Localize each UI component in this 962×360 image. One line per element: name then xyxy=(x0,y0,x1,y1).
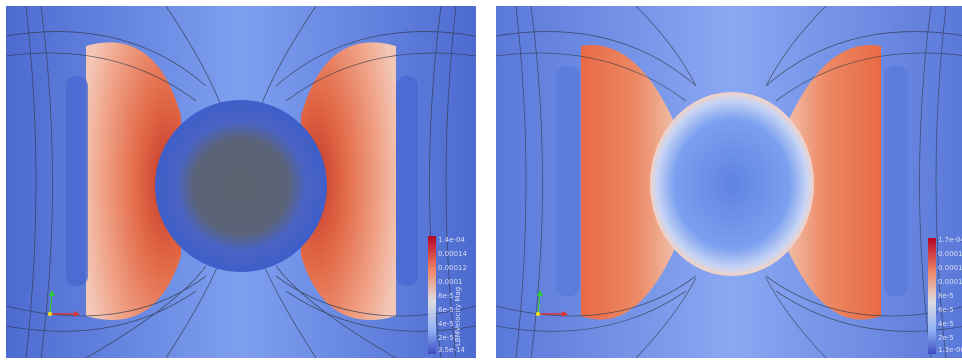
colorbar-tick: 0.0001 xyxy=(438,278,463,286)
colorbar-tick: 2e-5 xyxy=(438,334,454,342)
colorbar-tick: 1.4e-04 xyxy=(438,236,465,244)
right-axes-orientation-widget xyxy=(535,290,568,317)
colorbar-tick: 0.00012 xyxy=(438,264,467,272)
right-colorbar xyxy=(928,238,936,354)
colorbar-tick: 0.00014 xyxy=(938,264,962,272)
left-colorbar-labels: 1.4e-04 0.00014 0.00012 0.0001 8e-5 6e-5… xyxy=(438,236,472,354)
right-colorbar-labels: 1.7e-04 0.00016 0.00014 0.0001 8e-5 6e-5… xyxy=(938,236,962,354)
right-warm-lobe xyxy=(301,42,396,320)
colorbar-tick: 3.5e-14 xyxy=(438,346,465,354)
colorbar-tick: 8e-5 xyxy=(938,292,954,300)
colorbar-tick: 4e-5 xyxy=(438,320,454,328)
left-colorbar-title: LBMVelocity Mag xyxy=(454,286,462,346)
colorbar-tick: 6e-5 xyxy=(938,306,954,314)
left-axes-orientation-widget xyxy=(47,290,80,317)
left-colorbar xyxy=(428,236,436,354)
colorbar-tick: 0.0001 xyxy=(938,278,962,286)
colorbar-tick: 1.3e-06 xyxy=(938,346,962,354)
right-streamlines xyxy=(496,6,962,358)
colorbar-tick: 0.00014 xyxy=(438,250,467,258)
colorbar-tick: 4e-5 xyxy=(938,320,954,328)
left-visualization-panel: 1.4e-04 0.00014 0.00012 0.0001 8e-5 6e-5… xyxy=(6,6,476,358)
left-warm-lobe xyxy=(86,42,181,320)
left-central-sphere xyxy=(155,100,327,272)
right-visualization-panel: 1.7e-04 0.00016 0.00014 0.0001 8e-5 6e-5… xyxy=(496,6,962,358)
colorbar-tick: 1.7e-04 xyxy=(938,236,962,244)
left-warm-lobe xyxy=(581,45,676,320)
colorbar-tick: 2e-5 xyxy=(938,334,954,342)
right-central-region xyxy=(650,92,814,276)
right-warm-lobe xyxy=(786,45,881,320)
colorbar-tick: 0.00016 xyxy=(938,250,962,258)
colorbar-tick: 8e-5 xyxy=(438,292,454,300)
left-flow-field xyxy=(6,6,476,358)
colorbar-tick: 6e-5 xyxy=(438,306,454,314)
right-flow-field xyxy=(496,6,962,358)
